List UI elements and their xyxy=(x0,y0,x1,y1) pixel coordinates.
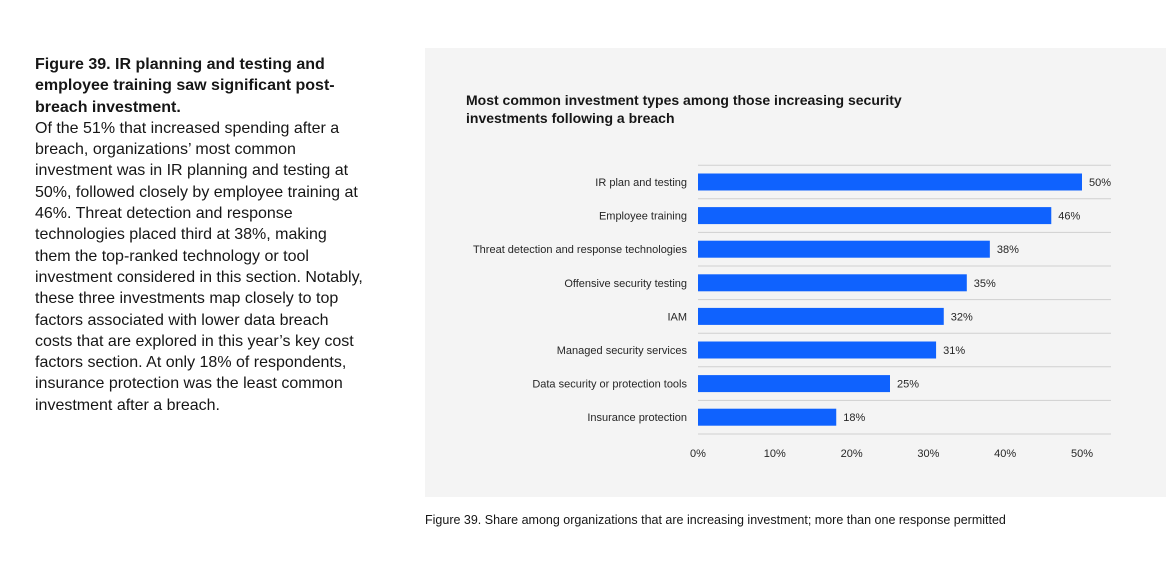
category-label: Data security or protection tools xyxy=(532,379,687,391)
bar xyxy=(698,307,944,325)
bar xyxy=(698,341,937,359)
bar xyxy=(698,375,890,393)
value-label: 38% xyxy=(997,244,1019,256)
bar xyxy=(698,408,837,426)
bar xyxy=(698,173,1082,191)
category-label: IR plan and testing xyxy=(595,177,687,189)
category-label: IAM xyxy=(667,311,687,323)
bar xyxy=(698,240,990,258)
x-tick-label: 30% xyxy=(917,448,939,460)
value-label: 35% xyxy=(974,278,996,290)
category-label: Managed security services xyxy=(557,345,688,357)
x-tick-label: 10% xyxy=(764,448,786,460)
value-label: 46% xyxy=(1058,211,1080,223)
bar xyxy=(698,207,1052,225)
figure-body: Of the 51% that increased spending after… xyxy=(35,119,363,414)
value-label: 18% xyxy=(843,412,865,424)
category-label: Insurance protection xyxy=(587,412,687,424)
category-label: Employee training xyxy=(599,211,687,223)
value-label: 31% xyxy=(943,345,965,357)
x-tick-label: 40% xyxy=(994,448,1016,460)
value-label: 32% xyxy=(951,311,973,323)
value-label: 50% xyxy=(1089,177,1111,189)
x-tick-label: 50% xyxy=(1071,448,1093,460)
category-label: Offensive security testing xyxy=(564,278,687,290)
figure-title: Figure 39. IR planning and testing and e… xyxy=(35,56,335,116)
value-label: 25% xyxy=(897,379,919,391)
chart-panel: Most common investment types among those… xyxy=(425,48,1166,497)
x-tick-label: 0% xyxy=(690,448,706,460)
category-label: Threat detection and response technologi… xyxy=(473,244,688,256)
bar xyxy=(698,274,967,292)
figure-text: Figure 39. IR planning and testing and e… xyxy=(35,54,365,416)
chart-title: Most common investment types among those… xyxy=(466,92,902,126)
figure-caption: Figure 39. Share among organizations tha… xyxy=(425,513,1006,527)
x-tick-label: 20% xyxy=(841,448,863,460)
bar-chart: IR plan and testing 50% Employee training 4… xyxy=(473,164,1111,460)
